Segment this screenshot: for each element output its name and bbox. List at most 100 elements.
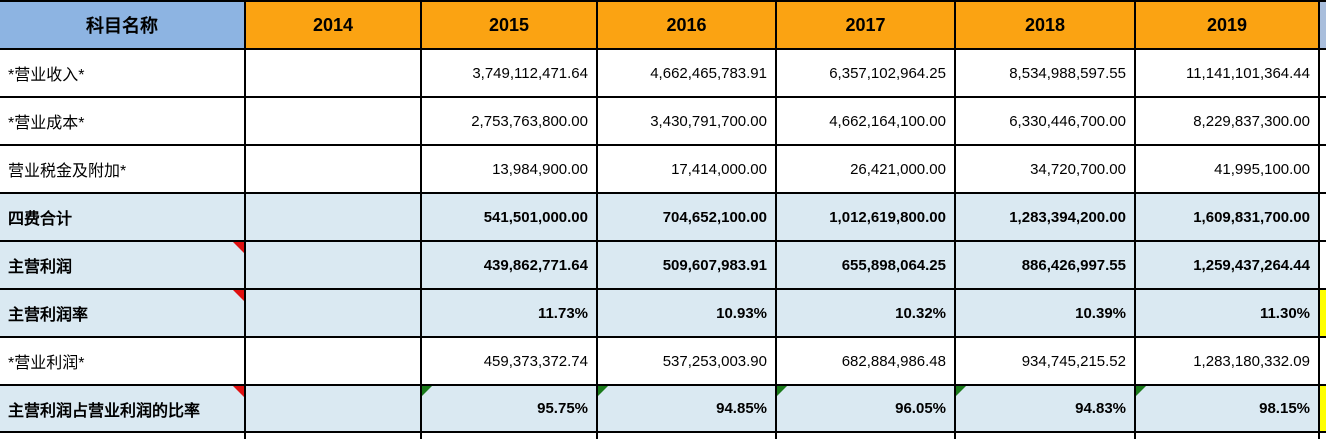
row-label: 营业税金及附加*	[8, 163, 127, 180]
row-label-cell[interactable]: 主营利润率	[0, 290, 246, 336]
row-label: *营业利润*	[8, 355, 85, 372]
table-cell[interactable]: 682,884,986.48	[777, 338, 956, 384]
table-row: *营业利润* 459,373,372.74 537,253,003.90 682,88…	[0, 338, 1326, 386]
table-cell[interactable]: 459,373,372.74	[422, 338, 598, 384]
table-row: 主营利润率 11.73% 10.93% 10.32% 10.39% 11.30%	[0, 290, 1326, 338]
table-cell[interactable]: 1,259,437,264.44	[1136, 242, 1320, 288]
table-cell[interactable]	[246, 98, 422, 144]
table-cell[interactable]: 886,426,997.55	[956, 242, 1136, 288]
table-cell[interactable]: 26,421,000.00	[777, 146, 956, 192]
extra-column-cell[interactable]	[1320, 338, 1326, 384]
table-cell[interactable]: 8,229,837,300.00	[1136, 98, 1320, 144]
row-label-cell[interactable]: 主营利润占营业利润的比率	[0, 386, 246, 431]
extra-column-cell[interactable]	[1320, 146, 1326, 192]
table-cell[interactable]: 439,862,771.64	[422, 242, 598, 288]
table-cell[interactable]: 96.05%	[777, 386, 956, 431]
partial-cell	[422, 433, 598, 439]
table-cell[interactable]: 4,662,465,783.91	[598, 50, 777, 96]
table-cell[interactable]	[246, 194, 422, 240]
table-cell[interactable]: 10.32%	[777, 290, 956, 336]
partial-cell	[246, 433, 422, 439]
row-label-cell[interactable]: *营业收入*	[0, 50, 246, 96]
row-label-cell[interactable]: 四费合计	[0, 194, 246, 240]
table-cell[interactable]: 4,662,164,100.00	[777, 98, 956, 144]
table-cell[interactable]	[246, 338, 422, 384]
extra-column-cell[interactable]	[1320, 242, 1326, 288]
table-row: 四费合计 541,501,000.00 704,652,100.00 1,012,61…	[0, 194, 1326, 242]
row-label: 四费合计	[8, 211, 73, 228]
table-cell[interactable]: 509,607,983.91	[598, 242, 777, 288]
row-label: 主营利润	[8, 259, 73, 276]
table-row: 主营利润占营业利润的比率 95.75% 94.85% 96.05% 94.83% 98.1…	[0, 386, 1326, 433]
table-cell[interactable]: 11.30%	[1136, 290, 1320, 336]
table-cell[interactable]	[246, 50, 422, 96]
table-cell[interactable]: 1,609,831,700.00	[1136, 194, 1320, 240]
table-cell[interactable]: 1,283,180,332.09	[1136, 338, 1320, 384]
partial-row	[0, 433, 1326, 439]
table-cell[interactable]: 704,652,100.00	[598, 194, 777, 240]
partial-cell	[777, 433, 956, 439]
header-year-cell-2019[interactable]: 2019	[1136, 2, 1320, 48]
row-label-cell[interactable]: *营业成本*	[0, 98, 246, 144]
extra-column-cell[interactable]	[1320, 50, 1326, 96]
table-cell[interactable]: 1,012,619,800.00	[777, 194, 956, 240]
header-year-cell-2015[interactable]: 2015	[422, 2, 598, 48]
table-cell[interactable]: 34,720,700.00	[956, 146, 1136, 192]
table-cell[interactable]: 934,745,215.52	[956, 338, 1136, 384]
row-label-cell[interactable]: 营业税金及附加*	[0, 146, 246, 192]
table-cell[interactable]: 98.15%	[1136, 386, 1320, 431]
header-subject-cell[interactable]: 科目名称	[0, 2, 246, 48]
table-cell[interactable]: 41,995,100.00	[1136, 146, 1320, 192]
table-cell[interactable]: 6,357,102,964.25	[777, 50, 956, 96]
error-flag-icon	[422, 386, 432, 396]
table-cell[interactable]: 655,898,064.25	[777, 242, 956, 288]
table-cell[interactable]: 95.75%	[422, 386, 598, 431]
header-extra-column-cell[interactable]	[1320, 2, 1326, 48]
error-flag-icon	[777, 386, 787, 396]
table-cell[interactable]: 13,984,900.00	[422, 146, 598, 192]
extra-column-cell[interactable]	[1320, 386, 1326, 431]
table-cell[interactable]: 537,253,003.90	[598, 338, 777, 384]
partial-cell	[956, 433, 1136, 439]
table-cell[interactable]: 6,330,446,700.00	[956, 98, 1136, 144]
header-year-cell-2016[interactable]: 2016	[598, 2, 777, 48]
error-flag-icon	[598, 386, 608, 396]
header-year-cell-2014[interactable]: 2014	[246, 2, 422, 48]
row-label-cell[interactable]: 主营利润	[0, 242, 246, 288]
extra-column-cell[interactable]	[1320, 98, 1326, 144]
header-row: 科目名称 2014 2015 2016 2017 2018 2019	[0, 0, 1326, 50]
header-year-cell-2018[interactable]: 2018	[956, 2, 1136, 48]
row-label: 主营利润占营业利润的比率	[8, 402, 201, 420]
table-row: *营业收入* 3,749,112,471.64 4,662,465,783.91 6,…	[0, 50, 1326, 98]
comment-indicator-icon	[233, 386, 244, 397]
partial-cell	[0, 433, 246, 439]
extra-column-cell[interactable]	[1320, 194, 1326, 240]
table-cell[interactable]	[246, 146, 422, 192]
extra-column-cell[interactable]	[1320, 290, 1326, 336]
table-cell[interactable]: 94.85%	[598, 386, 777, 431]
table-row: 营业税金及附加* 13,984,900.00 17,414,000.00 26,421…	[0, 146, 1326, 194]
table-row: 主营利润 439,862,771.64 509,607,983.91 655,898,…	[0, 242, 1326, 290]
table-cell[interactable]	[246, 386, 422, 431]
row-label-cell[interactable]: *营业利润*	[0, 338, 246, 384]
table-cell[interactable]: 2,753,763,800.00	[422, 98, 598, 144]
table-cell[interactable]: 11.73%	[422, 290, 598, 336]
row-label: 主营利润率	[8, 307, 89, 324]
table-cell[interactable]: 8,534,988,597.55	[956, 50, 1136, 96]
header-year-cell-2017[interactable]: 2017	[777, 2, 956, 48]
table-cell[interactable]: 1,283,394,200.00	[956, 194, 1136, 240]
error-flag-icon	[1136, 386, 1146, 396]
partial-cell	[1320, 433, 1326, 439]
comment-indicator-icon	[233, 242, 244, 253]
table-cell[interactable]: 3,430,791,700.00	[598, 98, 777, 144]
table-cell[interactable]: 10.93%	[598, 290, 777, 336]
table-cell[interactable]	[246, 242, 422, 288]
table-cell[interactable]: 11,141,101,364.44	[1136, 50, 1320, 96]
table-cell[interactable]	[246, 290, 422, 336]
table-cell[interactable]: 541,501,000.00	[422, 194, 598, 240]
table-cell[interactable]: 10.39%	[956, 290, 1136, 336]
table-cell[interactable]: 94.83%	[956, 386, 1136, 431]
table-cell[interactable]: 3,749,112,471.64	[422, 50, 598, 96]
table-cell[interactable]: 17,414,000.00	[598, 146, 777, 192]
